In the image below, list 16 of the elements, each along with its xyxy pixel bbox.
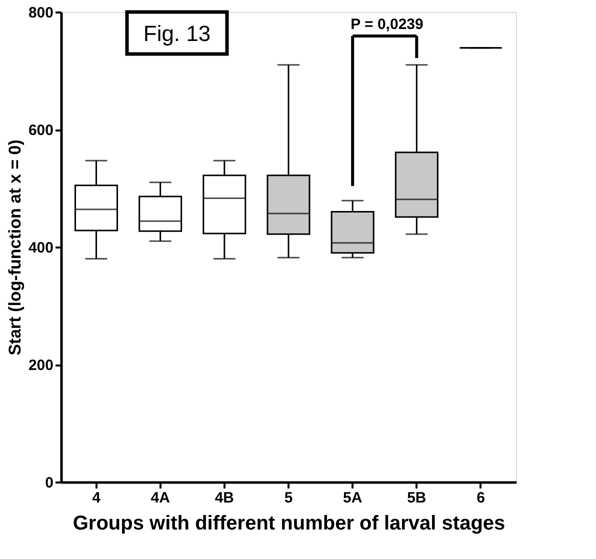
x-tick-label: 6	[476, 490, 485, 506]
y-tick-label: 400	[28, 240, 54, 256]
x-tick-label: 4B	[214, 490, 234, 506]
y-tick-label: 600	[28, 122, 54, 139]
x-axis-title: Groups with different number of larval stages	[72, 512, 506, 534]
x-tick-label: 5B	[407, 490, 426, 506]
y-axis-title: Start (log-function at x = 0)	[5, 140, 24, 356]
annotation: Fig. 13	[143, 21, 211, 46]
y-tick-label: 200	[28, 357, 54, 374]
annotation: P = 0,0239	[350, 16, 424, 33]
x-tick-label: 5A	[342, 490, 362, 506]
x-tick-label: 4	[92, 490, 102, 506]
y-tick-label: 800	[28, 4, 54, 22]
x-tick-label: 5	[284, 490, 293, 506]
x-tick-label: 4A	[150, 490, 170, 506]
y-tick-label: 0	[45, 474, 54, 492]
